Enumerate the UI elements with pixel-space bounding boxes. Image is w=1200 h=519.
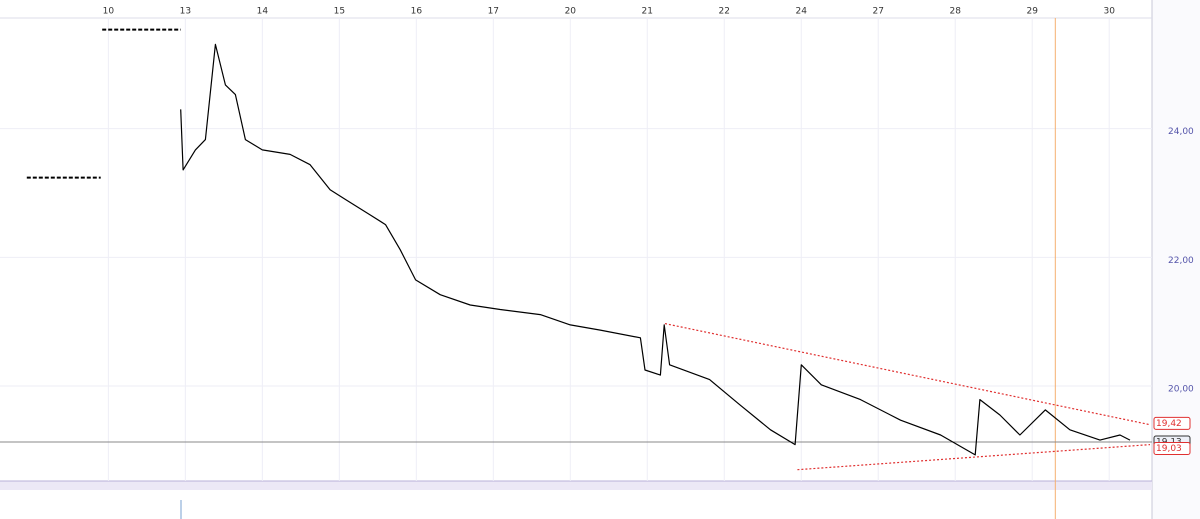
y-tick-label: 20,00	[1168, 385, 1194, 395]
x-tick-label: 22	[719, 7, 730, 17]
x-tick-label: 27	[873, 7, 884, 17]
lower-panel-divider	[0, 481, 1152, 490]
y-tick-label: 22,00	[1168, 256, 1194, 266]
price-series	[180, 43, 1131, 456]
price-axis-panel	[1152, 0, 1200, 519]
x-tick-label: 16	[411, 7, 423, 17]
x-tick-label: 30	[1103, 7, 1115, 17]
x-tick-label: 13	[180, 7, 191, 17]
x-tick-label: 10	[103, 7, 115, 17]
price-series	[664, 323, 1151, 426]
x-tick-label: 14	[257, 7, 269, 17]
x-tick-label: 21	[642, 7, 653, 17]
y-tick-label: 24,00	[1168, 127, 1194, 137]
x-tick-label: 20	[565, 7, 577, 17]
x-tick-label: 15	[334, 7, 345, 17]
price-label: 19,42	[1156, 419, 1182, 429]
price-label-box	[1153, 416, 1191, 430]
price-series	[797, 444, 1151, 471]
x-tick-label: 29	[1026, 7, 1038, 17]
x-tick-label: 24	[796, 7, 808, 17]
price-label-box	[1153, 441, 1191, 455]
price-label: 19,03	[1156, 444, 1182, 454]
x-tick-label: 28	[949, 7, 961, 17]
x-tick-label: 17	[488, 7, 499, 17]
